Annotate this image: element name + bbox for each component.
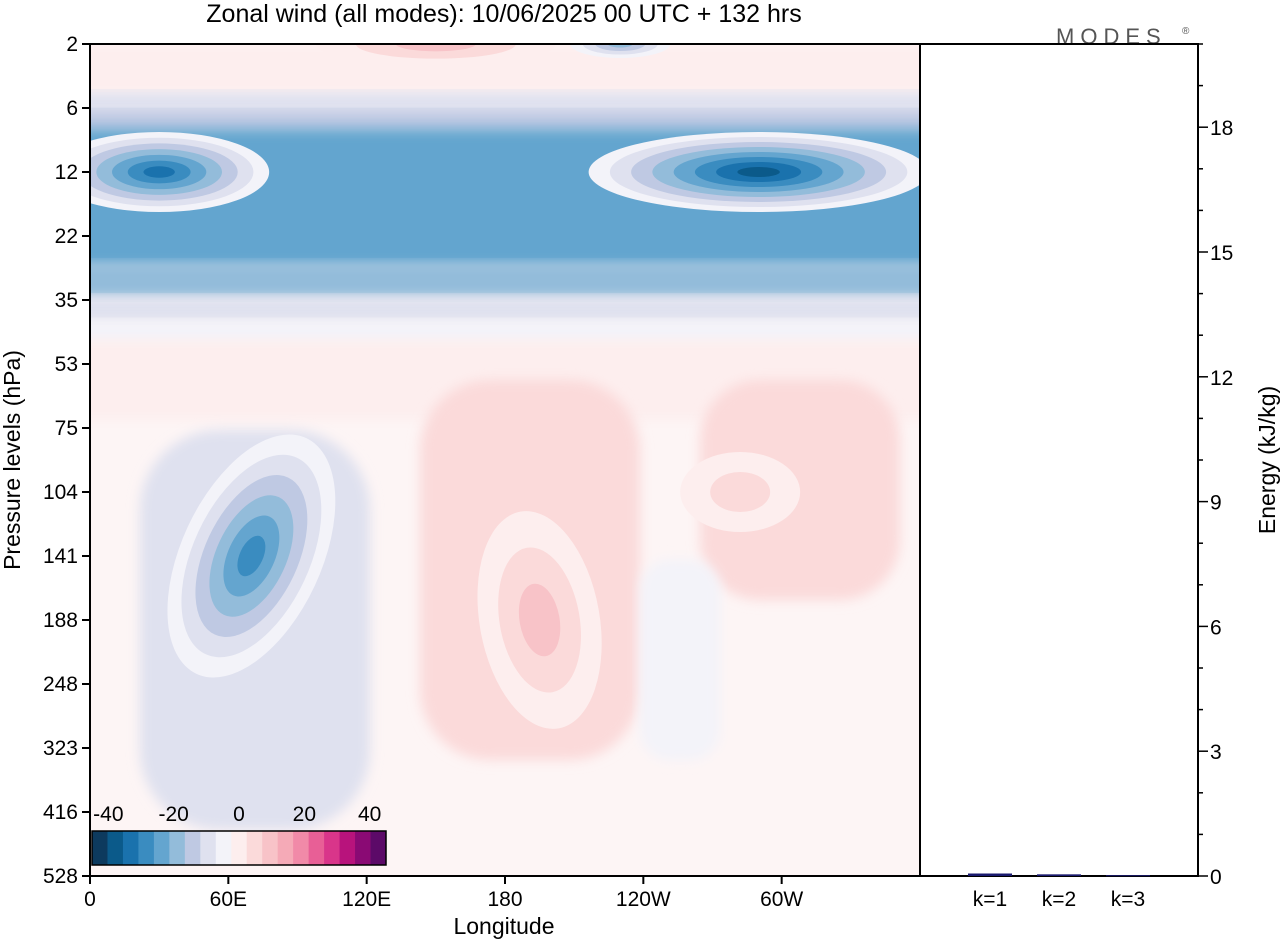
contour-band xyxy=(640,560,720,760)
contour-feature xyxy=(143,166,175,178)
y-tick-label: 35 xyxy=(55,289,78,312)
colorbar-tick-label: 0 xyxy=(233,803,245,826)
y-tick-label: 188 xyxy=(43,609,78,632)
energy-bars: k=1 k=2 k=3 xyxy=(968,873,1150,911)
colorbar-swatch xyxy=(200,831,217,865)
y-tick-label: 323 xyxy=(43,737,78,760)
energy-tick-label: 3 xyxy=(1210,741,1222,764)
x-tick-label: 0 xyxy=(84,888,96,911)
colorbar-swatch xyxy=(308,831,325,865)
y-tick-label: 416 xyxy=(43,801,78,824)
energy-tick-label: 0 xyxy=(1210,866,1222,889)
contour-feature xyxy=(518,583,561,657)
colorbar-swatch xyxy=(355,831,372,865)
energy-category-label: k=3 xyxy=(1111,888,1145,911)
y-tick-label: 22 xyxy=(55,225,78,248)
colorbar-frame xyxy=(91,830,387,866)
y-tick-label: 6 xyxy=(66,97,78,120)
colorbar-tick-label: 20 xyxy=(293,803,316,826)
x-tick-label: 60E xyxy=(210,888,247,911)
y-tick-label: 528 xyxy=(43,865,78,888)
contour-band xyxy=(90,262,920,298)
contour-panel xyxy=(89,43,921,877)
modes-logo-mark: ® xyxy=(1182,26,1190,37)
modes-logo-text: MODES xyxy=(1056,24,1167,49)
x-axis: 0 60E 120E 180 120W 60W xyxy=(84,876,803,911)
colorbar-swatch xyxy=(324,831,341,865)
colorbar-tick-label: 40 xyxy=(358,803,381,826)
contour-fields xyxy=(90,44,920,830)
contour-band xyxy=(90,296,920,322)
energy-category-label: k=2 xyxy=(1042,888,1076,911)
x-tick-label: 180 xyxy=(487,888,522,911)
x-axis-label: Longitude xyxy=(453,913,554,939)
energy-bar xyxy=(1037,874,1081,876)
contour-feature xyxy=(737,167,780,177)
energy-category-label: k=1 xyxy=(973,888,1007,911)
x-tick-label: 60W xyxy=(760,888,803,911)
energy-frame xyxy=(919,43,1199,877)
colorbar-swatch xyxy=(339,831,356,865)
contour-feature xyxy=(710,472,771,512)
colorbar-swatch xyxy=(370,831,387,865)
colorbar-swatch xyxy=(215,831,232,865)
colorbar-swatch xyxy=(153,831,170,865)
energy-tick-label: 6 xyxy=(1210,616,1222,639)
x-tick-label: 120W xyxy=(616,888,671,911)
energy-tick-label: 18 xyxy=(1210,117,1233,140)
contour-feature xyxy=(237,535,266,577)
colorbar-tick-label: -20 xyxy=(158,803,188,826)
modes-logo: MODES ® xyxy=(1056,24,1190,49)
contour-feature xyxy=(395,44,476,52)
x-tick-label: 120E xyxy=(342,888,391,911)
y-tick-label: 141 xyxy=(43,545,78,568)
energy-bar xyxy=(968,873,1012,876)
colorbar: -40 -20 0 20 40 xyxy=(91,803,387,866)
colorbar-swatch xyxy=(277,831,294,865)
colorbar-swatch xyxy=(262,831,279,865)
colorbar-swatch xyxy=(92,831,108,865)
colorbar-swatch xyxy=(122,831,139,865)
chart-title: Zonal wind (all modes): 10/06/2025 00 UT… xyxy=(206,0,801,28)
y-tick-label: 75 xyxy=(55,417,78,440)
energy-tick-label: 9 xyxy=(1210,492,1222,515)
colorbar-swatch xyxy=(169,831,186,865)
colorbar-swatch xyxy=(293,831,310,865)
energy-axis-label: Energy (kJ/kg) xyxy=(1254,386,1280,534)
energy-tick-label: 15 xyxy=(1210,242,1233,265)
energy-bar xyxy=(1106,875,1150,877)
colorbar-tick-label: -40 xyxy=(93,803,123,826)
colorbar-swatch xyxy=(184,831,201,865)
energy-panel: k=1 k=2 k=3 0 3 6 9 12 15 18 Energy (kJ/kg) xyxy=(919,43,1280,911)
colorbar-swatch xyxy=(231,831,248,865)
colorbar-swatch xyxy=(246,831,263,865)
y-tick-label: 53 xyxy=(55,353,78,376)
y-axis: 2 6 12 22 35 53 75 104 141 188 248 323 416 528 xyxy=(43,33,90,888)
colorbar-swatch xyxy=(107,831,124,865)
y-tick-label: 12 xyxy=(55,161,78,184)
energy-tick-label: 12 xyxy=(1210,367,1233,390)
y-axis-label: Pressure levels (hPa) xyxy=(0,350,25,570)
y-tick-label: 2 xyxy=(66,33,78,56)
colorbar-swatch xyxy=(138,831,155,865)
energy-axis: 0 3 6 9 12 15 18 xyxy=(1198,43,1233,889)
y-tick-label: 104 xyxy=(43,481,78,504)
y-tick-label: 248 xyxy=(43,673,78,696)
